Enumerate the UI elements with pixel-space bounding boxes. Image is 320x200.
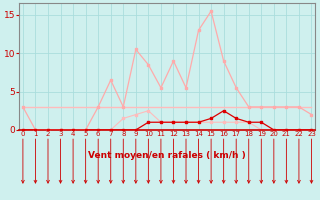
X-axis label: Vent moyen/en rafales ( km/h ): Vent moyen/en rafales ( km/h ) <box>88 151 246 160</box>
